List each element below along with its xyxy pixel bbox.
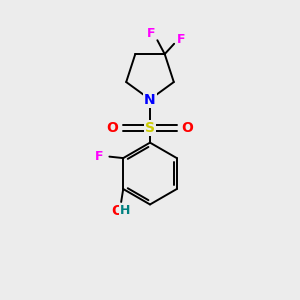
Text: N: N xyxy=(144,93,156,107)
Text: F: F xyxy=(177,33,185,46)
Text: S: S xyxy=(145,121,155,135)
Text: O: O xyxy=(107,121,118,135)
Text: O: O xyxy=(182,121,193,135)
Text: O: O xyxy=(111,204,123,218)
Text: F: F xyxy=(94,150,103,163)
Text: H: H xyxy=(120,204,130,217)
Text: F: F xyxy=(147,27,155,40)
